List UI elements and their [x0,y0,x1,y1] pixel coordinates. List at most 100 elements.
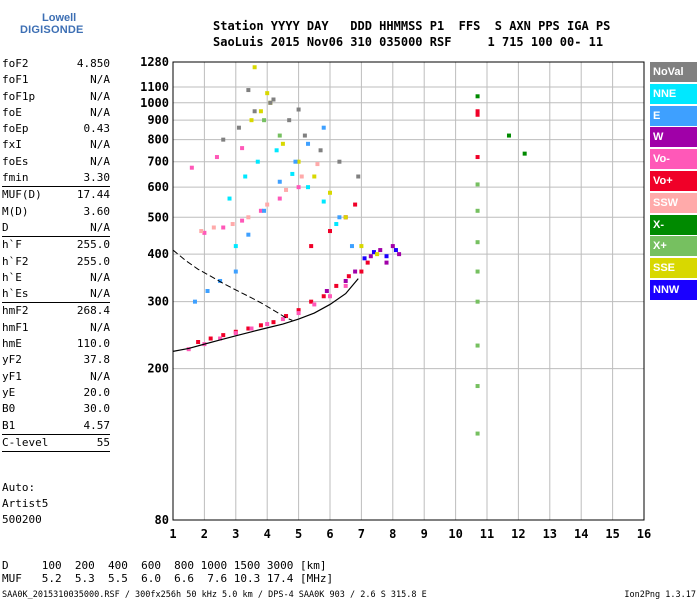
x-tick-label: 8 [389,527,396,541]
parameter-value: 55 [96,435,110,449]
parameter-value: 3.60 [83,204,111,218]
y-tick-label: 1100 [140,80,169,94]
parameter-label: hmF1 [2,320,29,334]
data-point-noval [221,137,226,142]
data-point-ssw [246,215,251,220]
parameter-separator [2,186,110,188]
parameter-row: foF2 4.850 [2,56,110,72]
data-point-vo [258,208,263,213]
parameter-row: hmF1 N/A [2,320,110,336]
data-point-x [475,384,480,389]
data-point-noval [268,100,273,105]
data-point-e [205,289,210,293]
parameter-row: h`F2 255.0 [2,254,110,270]
data-point-vo [475,155,480,160]
digisonde-logo: Lowell DIGISONDE [2,4,122,46]
data-point-w [368,254,373,259]
data-point-sse [249,118,254,123]
source-info: SAA0K_2015310035000.RSF / 300fx256h 50 k… [2,590,427,600]
parameter-label: h`Es [2,287,29,301]
y-tick-label: 200 [147,362,169,376]
logo-line-2: DIGISONDE [20,24,84,36]
data-point-nne [274,148,279,153]
parameter-row: yF1 N/A [2,369,110,385]
parameter-label: MUF(D) [2,188,42,202]
y-tick-label: 600 [147,180,169,194]
legend-item-x: X- [650,214,697,235]
x-tick-label: 4 [264,527,271,541]
polarization-legend: NoVal NNE E W Vo- Vo+ SSW X- X+ SSE NNW [650,62,697,302]
data-point-noval [252,109,257,114]
auto-line-1: Auto: [2,481,36,494]
y-tick-label: 300 [147,295,169,309]
x-tick-label: 14 [574,527,588,541]
station-header: Station YYYY DAY DDD HHMMSS P1 FFS S AXN… [213,18,610,50]
parameter-row: B1 4.57 [2,418,110,434]
data-point-noval [246,88,251,93]
legend-item-vo: Vo+ [650,170,697,191]
data-point-nne [321,199,326,204]
data-point-noval [296,107,301,112]
parameter-row: h`E N/A [2,270,110,286]
data-point-vo [271,320,276,325]
data-point-ssw [315,162,320,167]
data-point-e [337,215,342,220]
data-point-vo [353,202,358,207]
parameter-row: foEp 0.43 [2,121,110,137]
parameter-row: foF1p N/A [2,89,110,105]
parameter-row: foF1 N/A [2,72,110,88]
data-point-sse [359,244,364,249]
x-tick-label: 5 [295,527,302,541]
data-point-sse [252,65,257,70]
data-point-ssw [211,225,216,230]
data-point-vo [359,269,364,274]
y-tick-label: 80 [155,513,169,527]
data-point-nnw [384,254,389,259]
data-point-vo [343,283,348,288]
legend-item-nne: NNE [650,83,697,104]
legend-item-nnw: NNW [650,279,697,300]
parameter-row: MUF(D) 17.44 [2,187,110,203]
data-point-vo [196,339,201,344]
parameter-label: C-level [2,435,49,449]
trace-line [172,278,359,352]
header-line-2: SaoLuis 2015 Nov06 310 035000 RSF 1 715 … [213,35,604,49]
parameter-value: N/A [90,73,110,87]
parameter-value: 30.0 [83,402,111,416]
muf-table: D 100 200 400 600 800 1000 1500 3000 [km… [2,559,333,585]
data-point-x [506,133,511,138]
parameter-value: 255.0 [76,254,110,268]
parameter-value: 3.30 [83,171,111,185]
parameter-value: 0.43 [83,122,111,136]
parameter-label: h`F2 [2,254,29,268]
data-point-ssw [199,229,204,234]
x-tick-label: 11 [480,527,494,541]
parameter-label: M(D) [2,204,29,218]
parameter-value: N/A [90,320,110,334]
data-point-nne [334,222,339,227]
parameter-value: N/A [90,270,110,284]
parameter-row: fmin 3.30 [2,170,110,186]
data-point-noval [318,148,323,153]
data-point-nne [255,159,260,164]
parameter-row: yE 20.0 [2,385,110,401]
data-point-vo [249,326,254,331]
header-line-1: Station YYYY DAY DDD HHMMSS P1 FFS S AXN… [213,19,611,33]
y-tick-label: 800 [147,133,169,147]
parameter-separator [2,302,110,304]
data-point-sse [296,159,301,164]
data-point-nne [243,174,248,179]
y-tick-label: 700 [147,155,169,169]
data-point-x [475,269,480,274]
parameter-row: h`F 255.0 [2,237,110,253]
parameter-label: yF2 [2,353,22,367]
parameter-value: N/A [90,138,110,152]
data-point-nne [290,171,295,176]
autoscaling-info: Auto: Artist5 500200 [2,480,48,528]
data-point-x [475,240,480,245]
data-point-w [324,289,329,293]
data-point-sse [265,91,270,96]
parameter-row: h`Es N/A [2,286,110,302]
parameter-value: N/A [90,287,110,301]
data-point-nnw [393,248,398,253]
